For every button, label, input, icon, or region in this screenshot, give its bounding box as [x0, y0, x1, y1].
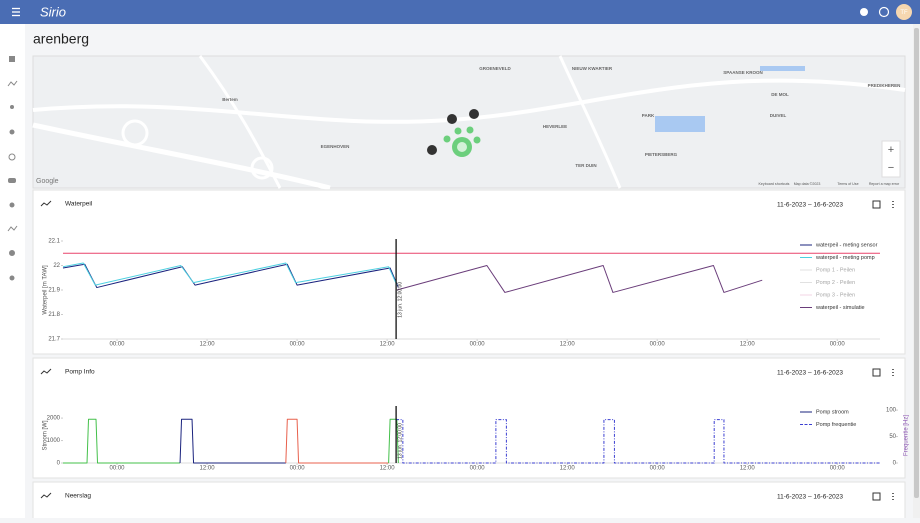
calendar-button[interactable] [872, 492, 881, 501]
series-line [179, 418, 286, 464]
legend-label[interactable]: Pomp stroom [816, 409, 849, 415]
series-line [62, 262, 398, 286]
x-tick-label: 12:00 [560, 342, 576, 348]
calendar-button[interactable] [872, 368, 881, 377]
y2-tick-label: 100 [886, 408, 897, 414]
y-tick-label: 22.1 [48, 239, 60, 245]
map-label: PREDIKHEREN [868, 83, 901, 88]
x-tick-label: 12:00 [200, 342, 216, 348]
time-marker-label: 13 jun. 12:00:00 [397, 423, 403, 459]
card-icon [40, 492, 52, 499]
scrollbar-thumb[interactable] [914, 28, 919, 498]
card-title: Neerslag [65, 493, 91, 500]
x-tick-label: 00:00 [830, 342, 846, 348]
menu-button[interactable] [12, 7, 20, 17]
x-tick-label: 00:00 [470, 342, 486, 348]
map-attribution[interactable]: Terms of Use [837, 182, 858, 186]
x-tick-label: 12:00 [560, 466, 576, 472]
x-tick-label: 00:00 [830, 466, 846, 472]
date-range[interactable]: 11-6-2023 – 16-6-2023 [777, 494, 843, 501]
map-brand: Google [36, 178, 59, 185]
series-line [396, 265, 763, 293]
map-label: PIETERSBERG [645, 152, 678, 157]
y2-axis-label: Frequentie [Hz] [904, 415, 910, 456]
y-axis-label: Waterpeil [m TAW] [43, 265, 49, 315]
avatar-initials: TF [900, 10, 908, 16]
legend-label[interactable]: Pomp 1 - Peilen [816, 267, 855, 273]
card-title: Pomp Info [65, 369, 95, 376]
sidebar [0, 24, 25, 518]
map-label: TER DUIN [575, 163, 596, 168]
legend-label[interactable]: waterpeil - meting sensor [815, 242, 878, 248]
notifications-icon[interactable] [860, 8, 868, 16]
calendar-button[interactable] [872, 200, 881, 209]
x-tick-label: 00:00 [110, 466, 126, 472]
map-attribution[interactable]: Keyboard shortcuts [759, 182, 790, 186]
map-label: NIEUW KWARTIER [572, 66, 613, 71]
x-tick-label: 00:00 [110, 342, 126, 348]
card-title: Waterpeil [65, 201, 93, 208]
y-tick-label: 21.8 [48, 312, 60, 318]
x-tick-label: 12:00 [740, 466, 756, 472]
y2-tick-label: 0 [893, 461, 897, 467]
series-line [285, 418, 389, 464]
map-attribution[interactable]: Map data ©2023 [794, 182, 821, 186]
y-tick-label: 21.9 [48, 288, 60, 294]
map-label: Bertem [222, 97, 238, 102]
date-range[interactable]: 11-6-2023 – 16-6-2023 [777, 370, 843, 377]
y-tick-label: 1000 [47, 438, 61, 444]
legend-label[interactable]: Pomp 3 - Peilen [816, 292, 855, 298]
map-label: HEVERLEE [543, 124, 567, 129]
logo[interactable]: Sirio [40, 4, 66, 19]
series-line [396, 419, 880, 464]
zoom-out[interactable]: − [888, 162, 894, 174]
x-tick-label: 00:00 [650, 466, 666, 472]
map-label: PARK [642, 113, 655, 118]
legend-label[interactable]: Pomp 2 - Peilen [816, 280, 855, 286]
zoom-in[interactable]: + [888, 144, 894, 156]
sidebar-icons[interactable] [7, 56, 18, 281]
top-bar [0, 0, 920, 24]
legend-label[interactable]: Pomp frequentie [816, 422, 856, 428]
avatar[interactable] [896, 4, 912, 20]
card [32, 189, 906, 355]
time-marker-label: 13 jun. 12:00:00 [397, 282, 403, 318]
series-line [62, 263, 399, 289]
x-tick-label: 12:00 [740, 342, 756, 348]
y-tick-label: 21.7 [48, 337, 60, 343]
map-label: GROENEVELD [479, 66, 511, 71]
y-tick-label: 0 [57, 461, 61, 467]
map-attribution[interactable]: Report a map error [869, 182, 900, 186]
x-tick-label: 00:00 [290, 466, 306, 472]
x-tick-label: 12:00 [380, 342, 396, 348]
map[interactable] [32, 55, 906, 191]
map-label: DUIVEL [770, 113, 787, 118]
legend-label[interactable]: waterpeil - simulatie [815, 305, 865, 311]
y-tick-label: 22 [53, 263, 60, 269]
card-icon [40, 368, 52, 375]
series-line [388, 418, 399, 464]
y2-tick-label: 50 [889, 434, 896, 440]
y-tick-label: 2000 [47, 416, 61, 422]
x-tick-label: 12:00 [380, 466, 396, 472]
y-axis-label: Stroom [W] [43, 420, 49, 450]
map-label: DE MOL [771, 92, 789, 97]
map-label: SPAANSE KROON [723, 70, 762, 75]
card [32, 357, 906, 479]
map-label: EGENHOVEN [321, 144, 350, 149]
card [32, 481, 906, 523]
x-tick-label: 00:00 [470, 466, 486, 472]
date-range[interactable]: 11-6-2023 – 16-6-2023 [777, 202, 843, 209]
page-title: arenberg [33, 31, 89, 47]
x-tick-label: 12:00 [200, 466, 216, 472]
series-line [63, 418, 181, 464]
card-icon [40, 200, 52, 207]
language-icon[interactable] [878, 6, 890, 18]
legend-label[interactable]: waterpeil - meting pomp [815, 255, 875, 261]
x-tick-label: 00:00 [290, 342, 306, 348]
x-tick-label: 00:00 [650, 342, 666, 348]
